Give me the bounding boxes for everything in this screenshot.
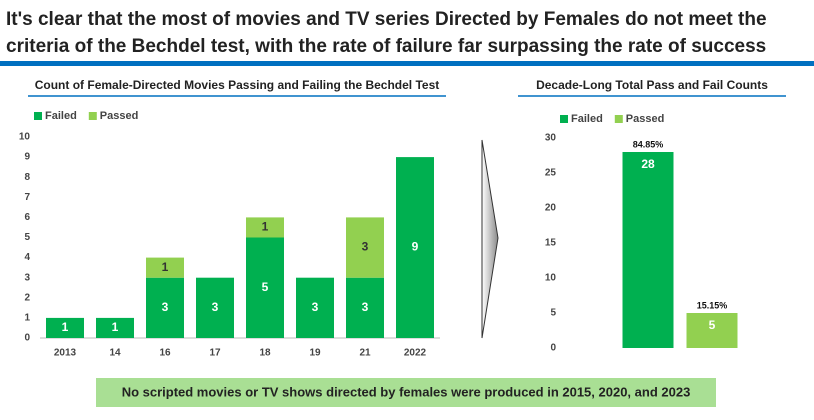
x-tick-label: 14 bbox=[109, 348, 121, 359]
legend-label: Passed bbox=[100, 110, 139, 122]
y-tick-label: 30 bbox=[545, 133, 557, 144]
percent-label: 84.85% bbox=[633, 139, 664, 149]
bar bbox=[622, 152, 674, 348]
bar-segment bbox=[196, 277, 234, 338]
bar-segment bbox=[396, 157, 434, 338]
data-label: 3 bbox=[162, 300, 169, 314]
data-label: 3 bbox=[312, 300, 319, 314]
data-label: 3 bbox=[362, 300, 369, 314]
data-label: 1 bbox=[262, 220, 269, 234]
bar-segment bbox=[346, 217, 384, 278]
legend-swatch bbox=[34, 112, 42, 120]
y-tick-label: 20 bbox=[545, 203, 557, 214]
bar bbox=[686, 313, 738, 348]
headline: It's clear that the most of movies and T… bbox=[6, 9, 767, 30]
bar-segment bbox=[246, 237, 284, 338]
note: No scripted movies or TV shows directed … bbox=[122, 384, 691, 399]
y-tick-label: 25 bbox=[545, 168, 557, 179]
data-label: 28 bbox=[641, 157, 655, 171]
y-tick-label: 2 bbox=[24, 292, 30, 303]
y-tick-label: 5 bbox=[550, 308, 556, 319]
y-tick-label: 10 bbox=[19, 132, 31, 143]
y-tick-label: 4 bbox=[24, 252, 30, 263]
x-tick-label: 18 bbox=[259, 348, 271, 359]
y-tick-label: 10 bbox=[545, 273, 557, 284]
bar-segment bbox=[346, 277, 384, 338]
data-label: 5 bbox=[709, 318, 716, 332]
data-label: 1 bbox=[162, 260, 169, 274]
x-tick-label: 19 bbox=[309, 348, 321, 359]
x-tick-label: 2013 bbox=[54, 348, 77, 359]
x-tick-label: 16 bbox=[159, 348, 171, 359]
x-tick-label: 21 bbox=[359, 348, 371, 359]
y-tick-label: 8 bbox=[24, 172, 30, 183]
data-label: 3 bbox=[212, 300, 219, 314]
bar-segment bbox=[146, 277, 184, 338]
data-label: 5 bbox=[262, 280, 269, 294]
x-tick-label: 2022 bbox=[404, 348, 427, 359]
data-label: 9 bbox=[412, 240, 419, 254]
x-tick-label: 17 bbox=[209, 348, 221, 359]
legend-swatch bbox=[614, 115, 623, 123]
bar-segment bbox=[96, 317, 134, 338]
percent-label: 15.15% bbox=[697, 300, 728, 310]
y-tick-label: 1 bbox=[24, 313, 30, 324]
chart-title: Decade-Long Total Pass and Fail Counts bbox=[536, 78, 768, 92]
legend-swatch bbox=[560, 115, 568, 123]
y-tick-label: 5 bbox=[24, 232, 30, 243]
y-tick-label: 3 bbox=[24, 272, 30, 283]
legend-label: Passed bbox=[626, 113, 665, 125]
headline: criteria of the Bechdel test, with the r… bbox=[6, 36, 766, 57]
divider bbox=[0, 61, 814, 66]
note-box bbox=[96, 378, 716, 407]
y-tick-label: 0 bbox=[550, 343, 556, 354]
data-label: 1 bbox=[112, 320, 119, 334]
legend-label: Failed bbox=[45, 110, 77, 122]
y-tick-label: 7 bbox=[24, 192, 30, 203]
legend-label: Failed bbox=[571, 113, 603, 125]
arrow bbox=[481, 139, 499, 339]
bar-segment bbox=[296, 277, 334, 338]
y-tick-label: 0 bbox=[24, 333, 30, 344]
y-tick-label: 6 bbox=[24, 212, 30, 223]
bar-segment bbox=[246, 217, 284, 238]
legend-swatch bbox=[88, 112, 97, 120]
bar-segment bbox=[146, 257, 184, 278]
data-label: 1 bbox=[62, 320, 69, 334]
bar-segment bbox=[46, 317, 84, 338]
chart-title: Count of Female-Directed Movies Passing … bbox=[35, 78, 440, 92]
y-tick-label: 15 bbox=[545, 238, 557, 249]
data-label: 3 bbox=[362, 240, 369, 254]
y-tick-label: 9 bbox=[24, 152, 30, 163]
